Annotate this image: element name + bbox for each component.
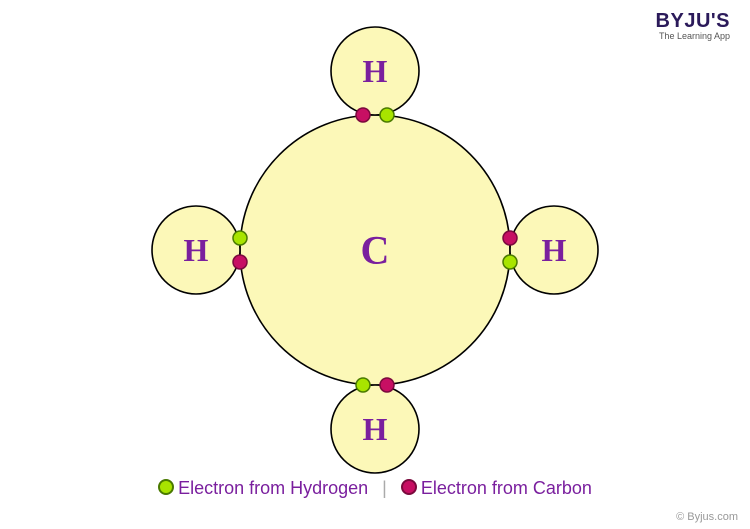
legend-dot (158, 479, 174, 495)
legend-label: Electron from Carbon (421, 478, 592, 498)
legend-separator: | (382, 478, 387, 498)
electron-carbon (233, 255, 247, 269)
electron-carbon (356, 108, 370, 122)
hydrogen-label: H (363, 53, 388, 89)
hydrogen-label: H (184, 232, 209, 268)
legend-dot (401, 479, 417, 495)
electron-hydrogen (380, 108, 394, 122)
electron-carbon (503, 231, 517, 245)
methane-diagram: H H H H C (0, 0, 750, 529)
hydrogen-label: H (363, 411, 388, 447)
electron-hydrogen (503, 255, 517, 269)
hydrogen-label: H (542, 232, 567, 268)
electron-carbon (380, 378, 394, 392)
copyright-text: © Byjus.com (676, 511, 738, 523)
legend-label: Electron from Hydrogen (178, 478, 368, 498)
electron-hydrogen (233, 231, 247, 245)
electron-hydrogen (356, 378, 370, 392)
carbon-label: C (361, 228, 390, 273)
legend: Electron from Hydrogen | Electron from Car… (0, 478, 750, 499)
